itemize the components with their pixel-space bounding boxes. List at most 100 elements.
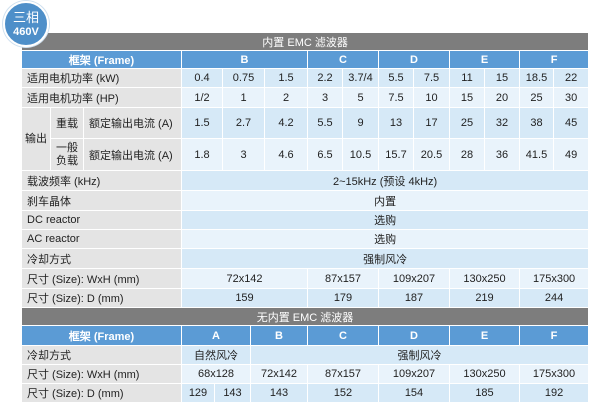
dc-value: 选购 — [180, 210, 590, 230]
value-cell: 10.5 — [342, 138, 379, 171]
frame-b: B — [181, 50, 308, 69]
wxh-d: 109x207 — [378, 364, 450, 384]
cooling-row: 冷却方式 强制风冷 — [21, 248, 590, 269]
frame-f: F — [518, 325, 590, 346]
row-label: 冷却方式 — [21, 248, 182, 269]
value-cell: 20.5 — [413, 138, 450, 171]
row-label: 尺寸 (Size): WxH (mm) — [21, 268, 182, 289]
value-cell: 30 — [552, 87, 590, 108]
kw-row: 适用电机功率 (kW) 0.4 0.75 1.5 2.2 3.7/4 5.5 7.5 11 15… — [21, 68, 590, 88]
value-cell: 7.5 — [378, 87, 414, 108]
value-cell: 10 — [413, 87, 450, 108]
value-cell: 32 — [484, 107, 520, 139]
value-cell: 5.5 — [307, 107, 343, 139]
frame-b: B — [250, 325, 308, 346]
dc-row: DC reactor 选购 — [21, 210, 590, 230]
value-cell: 5.5 — [378, 68, 414, 88]
normal-label: 一般负载 — [50, 138, 84, 171]
value-cell: 1.8 — [181, 138, 223, 171]
value-cell: 6.5 — [307, 138, 343, 171]
depth-row: 尺寸 (Size): D (mm) 159 179 187 219 244 — [21, 288, 590, 308]
value-cell: 2 — [264, 87, 308, 108]
wxh-a: 68x128 — [181, 364, 251, 384]
depth-f: 244 — [518, 288, 590, 308]
current-label: 额定输出电流 (A) — [83, 107, 182, 139]
value-cell: 13 — [378, 107, 414, 139]
frame-label: 框架 (Frame) — [21, 325, 182, 346]
brake-value: 内置 — [180, 190, 590, 211]
frame-c: C — [307, 50, 379, 69]
row-label: 刹车晶体 — [21, 190, 182, 211]
wxh-f: 175x300 — [518, 364, 590, 384]
normal-row: 一般负载 额定输出电流 (A) 1.8 3 4.6 6.5 10.5 15.7 20.5 28… — [22, 138, 590, 171]
value-cell: 5 — [342, 87, 379, 108]
depth-d: 187 — [378, 288, 450, 308]
ac-value: 选购 — [180, 229, 590, 249]
value-cell: 192 — [518, 383, 590, 403]
value-cell: 0.75 — [222, 68, 265, 88]
frame-label: 框架 (Frame) — [21, 50, 182, 69]
ac-row: AC reactor 选购 — [21, 229, 590, 249]
row-label: 冷却方式 — [21, 345, 182, 365]
row-label: 尺寸 (Size): WxH (mm) — [21, 364, 182, 384]
section-title: 内置 EMC 滤波器 — [20, 32, 590, 51]
hp-row: 适用电机功率 (HP) 1/2 1 2 3 5 7.5 10 15 20 25 30 — [21, 87, 590, 108]
output-label: 输出 — [21, 107, 51, 171]
value-cell: 17 — [413, 107, 450, 139]
value-cell: 38 — [519, 107, 554, 139]
value-cell: 49 — [552, 138, 590, 171]
value-cell: 1.5 — [181, 107, 223, 139]
value-cell: 1.5 — [264, 68, 308, 88]
wxh-c: 87x157 — [307, 268, 379, 289]
frame-d: D — [378, 325, 450, 346]
value-cell: 7.5 — [413, 68, 450, 88]
depth-b: 159 — [181, 288, 308, 308]
heavy-label: 重载 — [50, 107, 84, 139]
current-label: 额定输出电流 (A) — [83, 138, 182, 171]
voltage-label: 460V — [13, 26, 39, 38]
wxh-f: 175x300 — [518, 268, 590, 289]
voltage-badge: 三相 460V — [3, 1, 49, 47]
value-cell: 152 — [307, 383, 379, 403]
value-cell: 41.5 — [519, 138, 554, 171]
wxh-c: 87x157 — [307, 364, 379, 384]
heavy-row: 输出 重载 额定输出电流 (A) 1.5 2.7 4.2 5.5 9 13 17 25 32 38… — [21, 107, 590, 171]
wxh-e: 130x250 — [449, 364, 520, 384]
brake-row: 刹车晶体 内置 — [21, 190, 590, 211]
value-cell: 143 — [250, 383, 308, 403]
value-cell: 11 — [449, 68, 485, 88]
carrier-value: 2~15kHz (预设 4kHz) — [180, 170, 590, 191]
value-cell: 20 — [484, 87, 520, 108]
value-cell: 154 — [378, 383, 450, 403]
frame-header-row: 框架 (Frame) A B C D E F — [21, 325, 590, 346]
value-cell: 36 — [484, 138, 520, 171]
value-cell: 15 — [449, 87, 485, 108]
frame-header-row: 框架 (Frame) B C D E F — [21, 50, 590, 69]
phase-label: 三相 — [12, 10, 39, 25]
row-label: 载波频率 (kHz) — [21, 170, 182, 191]
value-cell: 129 — [181, 383, 215, 403]
cooling-natural: 自然风冷 — [181, 345, 251, 365]
wxh-b: 72x142 — [250, 364, 308, 384]
frame-f: F — [518, 50, 590, 69]
value-cell: 28 — [449, 138, 485, 171]
value-cell: 45 — [552, 107, 590, 139]
frame-e: E — [449, 325, 520, 346]
depth-row: 尺寸 (Size): D (mm) 129 143 143 152 154 185 192 — [21, 383, 590, 403]
value-cell: 2.2 — [307, 68, 343, 88]
value-cell: 2.7 — [222, 107, 265, 139]
value-cell: 15.7 — [378, 138, 414, 171]
value-cell: 185 — [449, 383, 520, 403]
value-cell: 0.4 — [181, 68, 223, 88]
wxh-row: 尺寸 (Size): WxH (mm) 72x142 87x157 109x20… — [21, 268, 590, 289]
value-cell: 22 — [552, 68, 590, 88]
cooling-row: 冷却方式 自然风冷 强制风冷 — [21, 345, 590, 365]
cooling-value: 强制风冷 — [180, 248, 590, 269]
wxh-d: 109x207 — [378, 268, 450, 289]
wxh-b: 72x142 — [181, 268, 308, 289]
row-label: AC reactor — [21, 229, 182, 249]
row-label: 适用电机功率 (kW) — [21, 68, 182, 88]
value-cell: 3 — [307, 87, 343, 108]
section-title: 无内置 EMC 滤波器 — [20, 307, 590, 326]
wxh-e: 130x250 — [449, 268, 520, 289]
